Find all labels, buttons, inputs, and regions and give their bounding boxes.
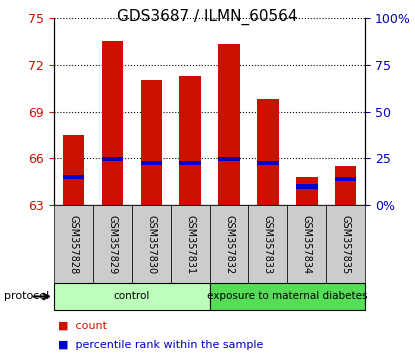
Text: ■  percentile rank within the sample: ■ percentile rank within the sample (58, 341, 264, 350)
Text: protocol: protocol (4, 291, 49, 302)
Text: GSM357835: GSM357835 (341, 215, 351, 274)
Text: GSM357833: GSM357833 (263, 215, 273, 274)
Text: GSM357828: GSM357828 (68, 215, 78, 274)
Text: GSM357832: GSM357832 (224, 215, 234, 274)
Bar (257, 99, 278, 205)
Bar (296, 177, 317, 205)
Bar (141, 80, 162, 205)
Bar (287, 205, 326, 283)
Bar (179, 75, 201, 205)
Bar (326, 205, 365, 283)
Text: GSM357834: GSM357834 (302, 215, 312, 274)
Bar (102, 157, 123, 161)
Text: GSM357831: GSM357831 (185, 215, 195, 274)
Text: GDS3687 / ILMN_60564: GDS3687 / ILMN_60564 (117, 9, 298, 25)
Bar (54, 205, 93, 283)
Text: control: control (114, 291, 150, 302)
Text: GSM357830: GSM357830 (146, 215, 156, 274)
Bar (132, 205, 171, 283)
Text: ■  count: ■ count (58, 321, 107, 331)
Bar (257, 161, 278, 165)
Text: GSM357829: GSM357829 (107, 215, 117, 274)
Text: exposure to maternal diabetes: exposure to maternal diabetes (207, 291, 368, 302)
Bar (171, 205, 210, 283)
Bar (335, 166, 356, 205)
Bar (93, 205, 132, 283)
Bar (335, 177, 356, 181)
Bar (102, 41, 123, 205)
Bar (179, 161, 201, 165)
Bar (218, 44, 240, 205)
Bar (249, 205, 287, 283)
Bar (210, 205, 249, 283)
Bar (63, 175, 84, 179)
Bar (141, 161, 162, 165)
Bar (210, 283, 365, 310)
Bar (296, 184, 317, 189)
Bar (63, 135, 84, 205)
Bar (218, 157, 240, 161)
Bar (54, 283, 210, 310)
